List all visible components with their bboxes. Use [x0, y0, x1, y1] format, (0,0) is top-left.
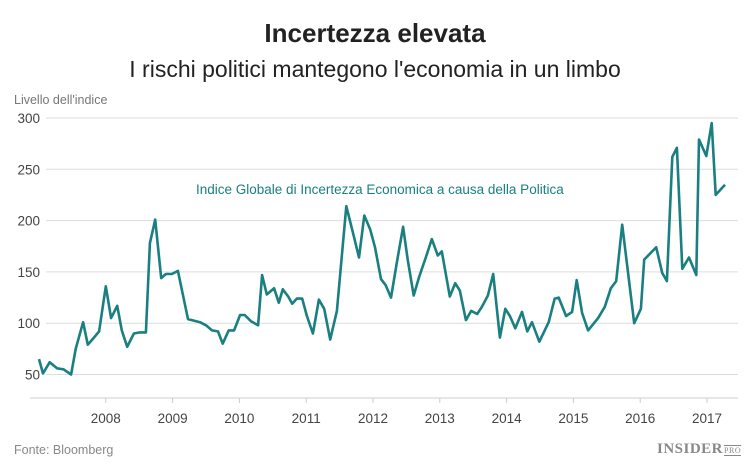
insider-pro-logo: INSIDERPRO — [657, 441, 742, 458]
y-tick-label: 100 — [17, 316, 40, 331]
x-tick-label: 2014 — [492, 411, 523, 426]
y-tick-label: 50 — [25, 368, 40, 383]
logo-text: INSIDER — [657, 441, 724, 457]
y-tick-label: 200 — [17, 214, 40, 229]
x-tick-label: 2009 — [158, 411, 188, 426]
x-tick-label: 2012 — [358, 411, 388, 426]
x-tick-label: 2010 — [224, 411, 254, 426]
y-tick-label: 300 — [17, 111, 40, 126]
x-tick-label: 2017 — [692, 411, 722, 426]
x-tick-label: 2008 — [91, 411, 121, 426]
y-axis-label: Livello dell'indice — [14, 93, 108, 107]
x-tick-label: 2016 — [625, 411, 655, 426]
x-tick-label: 2013 — [425, 411, 455, 426]
y-tick-label: 150 — [17, 265, 40, 280]
chart-subtitle: I rischi politici mantegono l'economia i… — [129, 56, 621, 82]
x-tick-label: 2011 — [292, 411, 321, 426]
x-tick-label: 2015 — [558, 411, 588, 426]
series-annotation: Indice Globale di Incertezza Economica a… — [196, 182, 564, 197]
series-line — [37, 121, 726, 376]
y-tick-label: 250 — [17, 162, 40, 177]
chart-title: Incertezza elevata — [264, 18, 486, 48]
source-note: Fonte: Bloomberg — [14, 443, 114, 457]
logo-sub: PRO — [724, 445, 742, 456]
